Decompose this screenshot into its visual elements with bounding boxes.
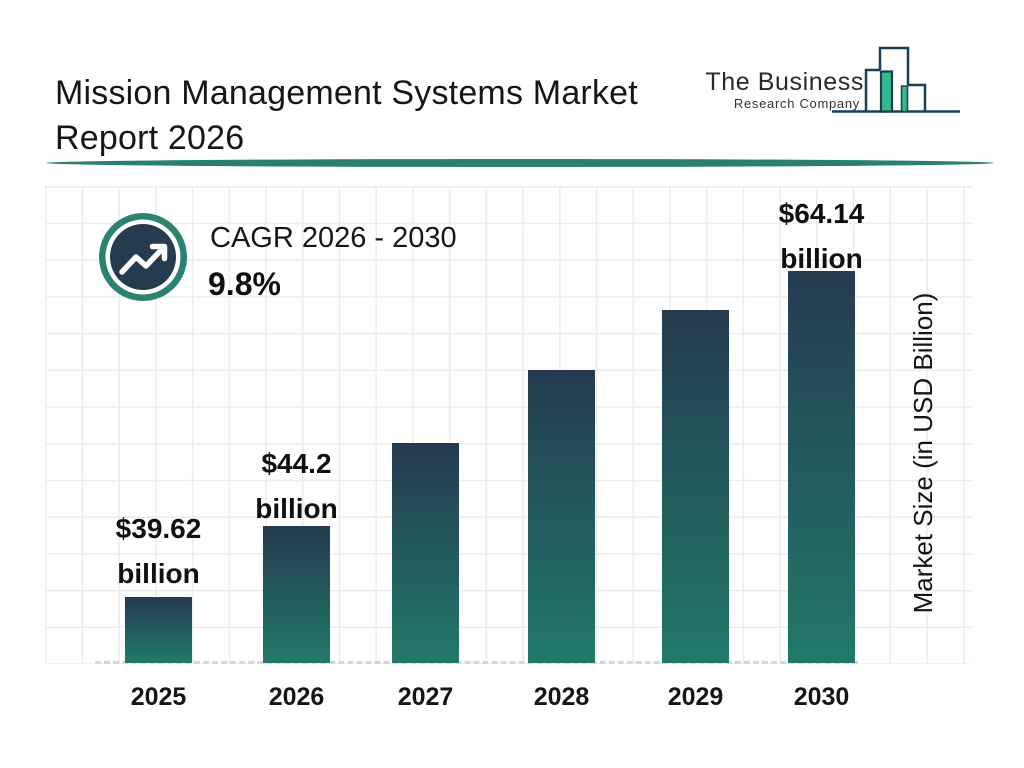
x-axis-baseline (95, 661, 858, 664)
x-tick-2026: 2026 (268, 683, 325, 711)
value-label-line: billion (780, 243, 863, 274)
x-tick-2030: 2030 (793, 683, 850, 711)
bar-2027 (392, 443, 459, 663)
trending-up-icon (99, 213, 187, 301)
company-logo: The Business Research Company (705, 68, 864, 112)
header-divider (46, 159, 994, 167)
value-label-line: $64.14 (778, 198, 865, 229)
cagr-value: 9.8% (208, 266, 281, 302)
x-tick-2027: 2027 (397, 683, 454, 711)
bar-2030 (788, 271, 855, 663)
cagr-label: CAGR 2026 - 2030 (210, 222, 457, 254)
bar-2029 (662, 310, 729, 663)
logo-company-name: The Business (705, 68, 864, 96)
y-axis-title: Market Size (in USD Billion) (908, 292, 938, 614)
value-label-line: $44.2 (261, 448, 332, 479)
logo-company-subtitle: Research Company (733, 96, 860, 111)
value-label-line: $39.62 (115, 513, 202, 544)
value-label-line: billion (255, 493, 338, 524)
bar-2028 (528, 370, 595, 663)
value-label-2025: $39.62 billion (64, 506, 254, 596)
bar-2025 (125, 597, 192, 663)
value-label-2030: $64.14 billion (727, 191, 917, 281)
page-title-line-2: Report 2026 (55, 118, 245, 157)
x-tick-2029: 2029 (667, 683, 724, 711)
value-label-line: billion (117, 558, 200, 589)
x-tick-2025: 2025 (130, 683, 187, 711)
value-label-2026: $44.2 billion (202, 441, 392, 531)
x-tick-2028: 2028 (533, 683, 590, 711)
page-title-line-1: Mission Management Systems Market (55, 73, 638, 112)
page-title: Mission Management Systems Market Report… (55, 71, 638, 161)
bar-2026 (263, 526, 330, 663)
logo-bars-icon (832, 46, 960, 113)
